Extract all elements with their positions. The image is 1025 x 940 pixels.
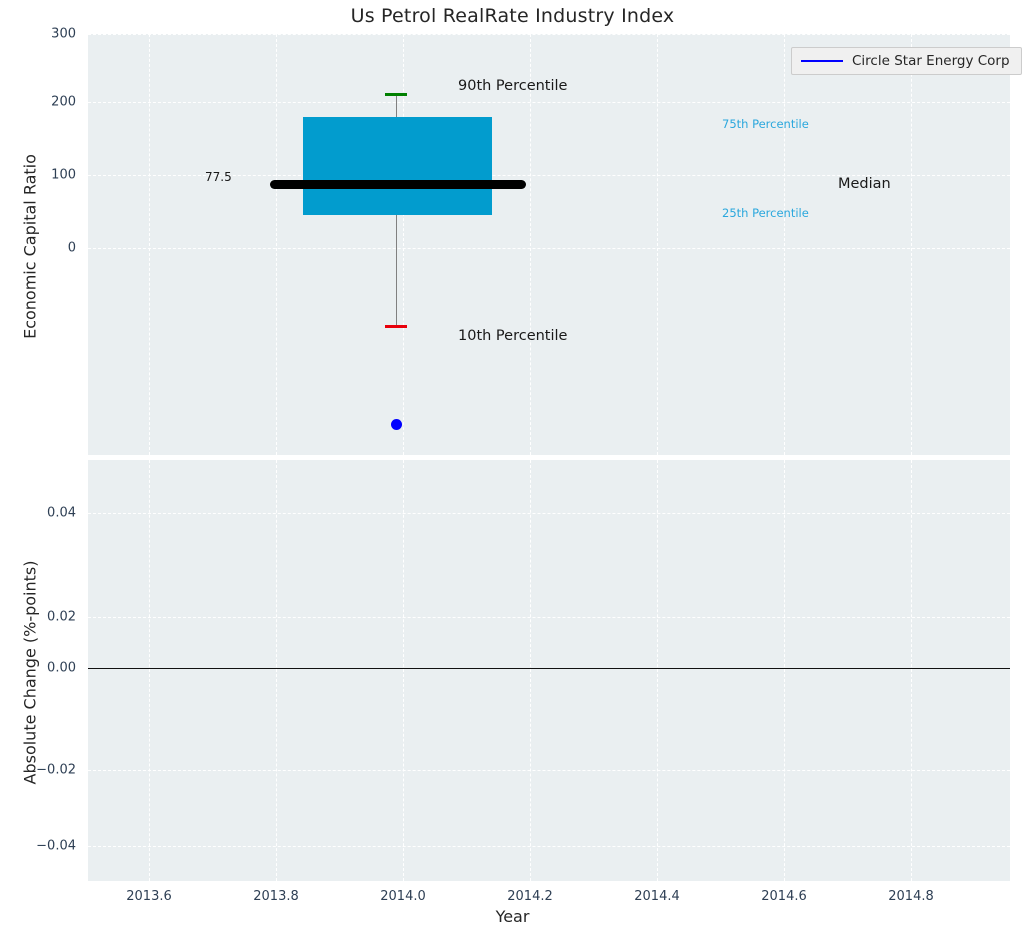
median-bar [270,180,526,189]
gridline-x-2014.0 [403,460,404,881]
annotation-median: Median [838,176,891,192]
bottom-y-axis-title: Absolute Change (%-points) [20,560,40,785]
bottom-y-axis-ticks: 0.04 0.02 0.00 −0.02 −0.04 [0,460,88,881]
median-value-label: 77.5 [205,170,232,184]
top-plot-panel: 90th Percentile 75th Percentile Median 2… [88,34,1010,455]
ytick-0.04: 0.04 [47,505,76,521]
legend-label-circle-star-energy-corp: Circle Star Energy Corp [852,53,1010,69]
interquartile-box [303,117,492,215]
xtick-2014.4: 2014.4 [634,889,680,904]
gridline-x-2014.6 [784,460,785,881]
ytick-0.00: 0.00 [47,660,76,676]
annotation-90th-percentile: 90th Percentile [458,78,568,94]
annotation-10th-percentile: 10th Percentile [458,328,568,344]
ytick-200: 200 [51,94,76,110]
gridline-y-0.02 [88,617,1010,618]
legend-line-swatch-circle-star-energy-corp [801,60,843,62]
gridline-y-neg0.04 [88,846,1010,847]
gridline-x-2014.2 [530,460,531,881]
chart-title: Us Petrol RealRate Industry Index [350,5,675,27]
zero-reference-line [88,668,1010,669]
gridline-x-2014.4 [657,34,658,455]
ytick-300: 300 [51,26,76,42]
xtick-2014.0: 2014.0 [380,889,426,904]
annotation-25th-percentile: 25th Percentile [722,206,809,220]
xtick-2013.6: 2013.6 [126,889,172,904]
legend[interactable]: Circle Star Energy Corp [791,47,1022,75]
company-data-point[interactable] [391,419,402,430]
gridline-x-2014.0 [403,34,404,455]
gridline-y-neg0.02 [88,770,1010,771]
percentile-10-cap [385,325,407,328]
gridline-y-300 [88,34,1010,35]
ytick-100: 100 [51,167,76,183]
x-axis-ticks: 2013.6 2013.8 2014.0 2014.2 2014.4 2014.… [88,881,1010,911]
gridline-x-2014.2 [530,34,531,455]
gridline-x-2013.6 [149,460,150,881]
gridline-x-2014.8 [911,34,912,455]
ytick-neg0.02: −0.02 [36,762,76,778]
gridline-x-2014.8 [911,460,912,881]
xtick-2013.8: 2013.8 [253,889,299,904]
top-y-axis-ticks: 300 200 100 0 [0,27,88,455]
gridline-x-2013.6 [149,34,150,455]
gridline-y-0 [88,248,1010,249]
ytick-neg0.04: −0.04 [36,838,76,854]
bottom-plot-panel [88,460,1010,881]
xtick-2014.8: 2014.8 [888,889,934,904]
gridline-x-2013.8 [276,34,277,455]
ytick-0.02: 0.02 [47,609,76,625]
percentile-90-cap [385,93,407,96]
top-y-axis-title: Economic Capital Ratio [20,154,40,339]
gridline-x-2013.8 [276,460,277,881]
xtick-2014.2: 2014.2 [507,889,553,904]
gridline-y-200 [88,102,1010,103]
x-axis-title: Year [495,907,530,926]
gridline-y-0.04 [88,513,1010,514]
ytick-0: 0 [67,240,76,256]
gridline-x-2014.6 [784,34,785,455]
xtick-2014.6: 2014.6 [761,889,807,904]
annotation-75th-percentile: 75th Percentile [722,117,809,131]
gridline-x-2014.4 [657,460,658,881]
